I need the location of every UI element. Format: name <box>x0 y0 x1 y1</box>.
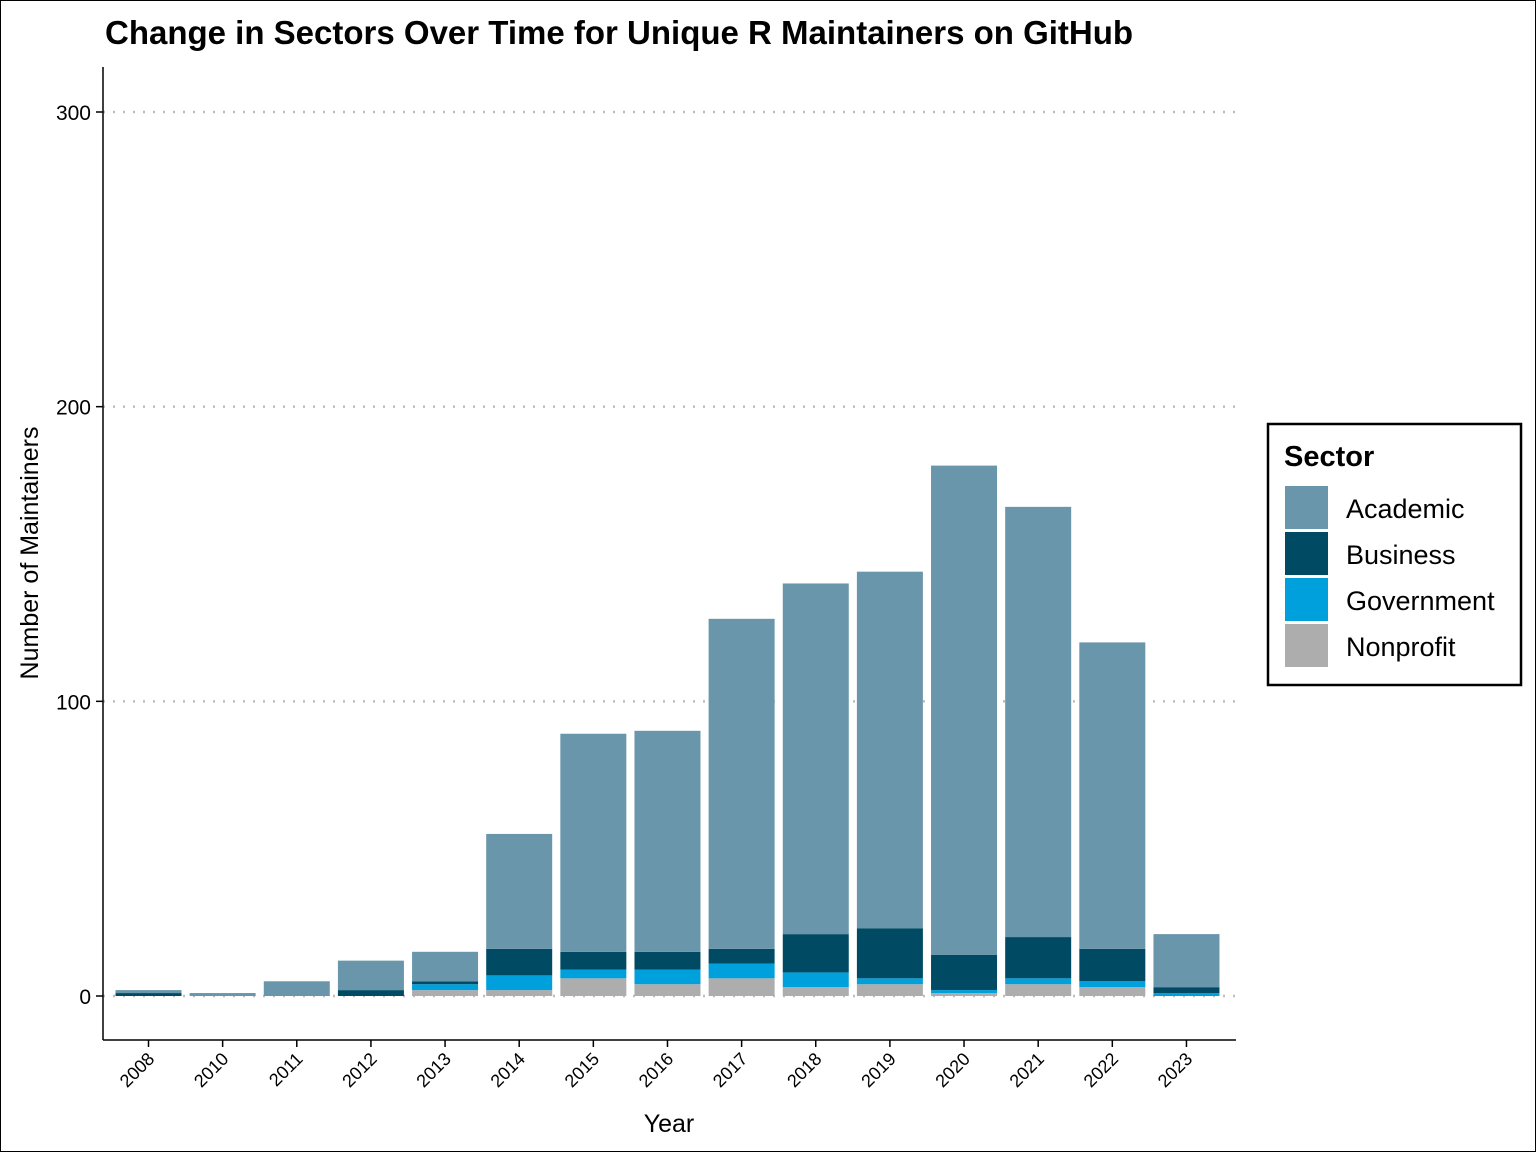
bars <box>115 465 1220 996</box>
x-tick-label-2018: 2018 <box>783 1049 825 1091</box>
bar-2008-academic <box>115 990 182 994</box>
y-tick-label-0: 0 <box>79 986 91 1009</box>
bar-2021-academic <box>1005 506 1072 938</box>
bar-2022-nonprofit <box>1079 987 1146 996</box>
x-tick-label-2023: 2023 <box>1154 1049 1196 1091</box>
x-tick-label-2014: 2014 <box>487 1049 529 1091</box>
x-tick-label-2016: 2016 <box>635 1049 677 1091</box>
x-tick-label-2012: 2012 <box>338 1049 380 1091</box>
bar-2018-business <box>782 934 849 973</box>
bar-2016-business <box>634 951 701 970</box>
legend-label-business: Business <box>1346 540 1456 570</box>
x-tick-label-2020: 2020 <box>931 1049 973 1091</box>
bar-2020-nonprofit <box>931 993 998 996</box>
bar-2010-academic <box>189 993 256 996</box>
legend-items: Academic Business Government Nonprofit <box>1285 486 1495 667</box>
y-tick-label-100: 100 <box>56 691 91 714</box>
bar-2015-business <box>560 951 627 970</box>
x-tick-label-2021: 2021 <box>1006 1049 1048 1091</box>
y-tick-label-300: 300 <box>56 102 91 125</box>
legend-label-government: Government <box>1346 586 1495 616</box>
bar-2008-business <box>115 993 182 996</box>
bar-2021-nonprofit <box>1005 984 1072 996</box>
bar-2015-nonprofit <box>560 978 627 996</box>
chart-title: Change in Sectors Over Time for Unique R… <box>105 14 1133 51</box>
bar-2020-business <box>931 954 998 991</box>
y-axis-title: Number of Maintainers <box>16 427 44 680</box>
bar-2013-nonprofit <box>412 990 479 996</box>
bar-2018-nonprofit <box>782 987 849 996</box>
bar-2023-government <box>1153 993 1220 996</box>
x-tick-label-2017: 2017 <box>709 1049 751 1091</box>
axes <box>102 67 1236 1041</box>
x-ticks: 2008 2010 2011 2012 2013 2014 2015 2016 2017 2018… <box>116 1040 1196 1091</box>
bar-2023-academic <box>1153 934 1220 988</box>
bar-2015-government <box>560 969 627 979</box>
bar-2019-business <box>856 928 923 979</box>
bar-2022-business <box>1079 948 1146 982</box>
bar-2014-business <box>486 948 553 976</box>
bar-2022-academic <box>1079 642 1146 949</box>
x-tick-label-2011: 2011 <box>265 1049 307 1091</box>
legend-swatch-nonprofit <box>1285 624 1328 667</box>
legend-label-nonprofit: Nonprofit <box>1346 632 1456 662</box>
y-ticks: 0 100 200 300 <box>56 102 103 1009</box>
bar-2013-academic <box>412 951 479 982</box>
x-tick-label-2015: 2015 <box>561 1049 603 1091</box>
bar-2020-government <box>931 990 998 994</box>
y-tick-label-200: 200 <box>56 397 91 420</box>
bar-2016-academic <box>634 730 701 952</box>
bar-2017-nonprofit <box>708 978 775 996</box>
legend-swatch-business <box>1285 532 1328 575</box>
x-tick-label-2019: 2019 <box>857 1049 899 1091</box>
bar-2016-government <box>634 969 701 985</box>
bar-2017-government <box>708 963 775 979</box>
bar-2019-government <box>856 978 923 985</box>
bar-2014-nonprofit <box>486 990 553 996</box>
legend-label-academic: Academic <box>1346 494 1465 524</box>
bar-2012-business <box>337 990 404 996</box>
bar-2017-business <box>708 948 775 964</box>
bar-2023-business <box>1153 987 1220 994</box>
bar-2012-academic <box>337 960 404 991</box>
bar-2013-business <box>412 981 479 985</box>
bar-2014-academic <box>486 833 553 949</box>
bar-2014-government <box>486 975 553 991</box>
bar-2018-government <box>782 972 849 988</box>
bar-2013-government <box>412 984 479 991</box>
x-tick-label-2008: 2008 <box>116 1049 158 1091</box>
bar-2019-academic <box>856 571 923 929</box>
x-tick-label-2013: 2013 <box>412 1049 454 1091</box>
bar-2018-academic <box>782 583 849 935</box>
x-tick-label-2010: 2010 <box>190 1049 232 1091</box>
bar-2022-government <box>1079 981 1146 988</box>
x-axis-title: Year <box>644 1110 695 1138</box>
x-tick-label-2022: 2022 <box>1080 1049 1122 1091</box>
legend-title: Sector <box>1284 441 1374 473</box>
legend-swatch-academic <box>1285 486 1328 529</box>
bar-2021-government <box>1005 978 1072 985</box>
bar-2016-nonprofit <box>634 984 701 996</box>
bar-2017-academic <box>708 618 775 949</box>
legend-swatch-government <box>1285 578 1328 621</box>
bar-2019-nonprofit <box>856 984 923 996</box>
bar-2015-academic <box>560 733 627 952</box>
bar-2021-business <box>1005 937 1072 979</box>
bar-2011-academic <box>263 981 330 996</box>
legend: Sector Academic Business Government Nonprof… <box>1266 422 1523 687</box>
bar-2020-academic <box>931 465 998 955</box>
